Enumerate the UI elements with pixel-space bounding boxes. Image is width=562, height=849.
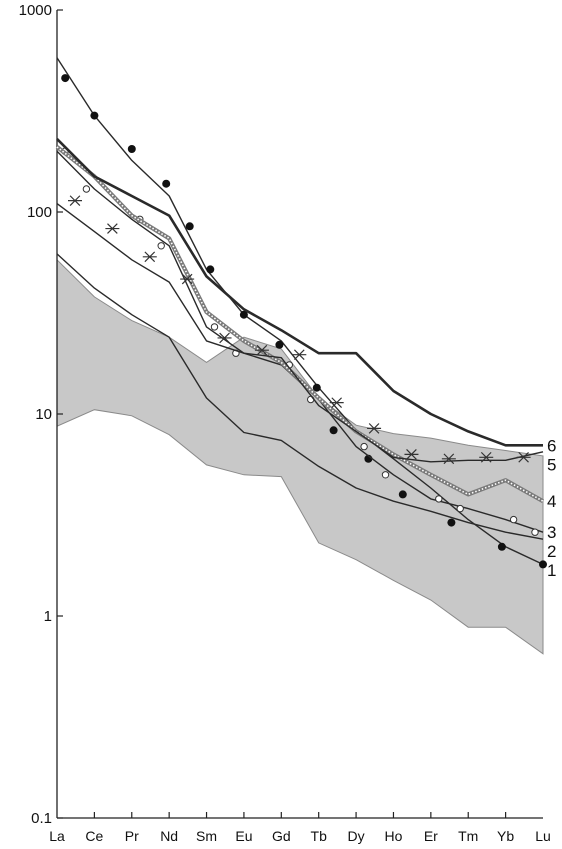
- series-1: [56, 57, 547, 569]
- series-line: [56, 57, 544, 566]
- series-label: 4: [547, 492, 556, 511]
- data-point: [68, 195, 82, 206]
- data-point: [329, 397, 344, 408]
- x-ticks: La Ce Pr Nd Sm Eu Gd Tb Dy Ho Er Tm Yb Lu: [49, 812, 551, 844]
- data-point: [381, 471, 390, 479]
- data-point: [105, 223, 120, 234]
- x-tick-label: Lu: [535, 828, 551, 844]
- x-tick-label: Gd: [272, 828, 291, 844]
- x-tick-label: La: [49, 828, 65, 844]
- series-5: [56, 195, 544, 465]
- data-point: [180, 273, 195, 285]
- x-tick-label: Pr: [125, 828, 139, 844]
- x-tick-label: Sm: [196, 828, 217, 844]
- data-point: [217, 332, 232, 344]
- data-point: [127, 145, 136, 153]
- series-line: [56, 137, 543, 447]
- data-point: [206, 265, 215, 274]
- data-point: [312, 383, 321, 392]
- data-point: [404, 449, 419, 460]
- series-2: [56, 253, 544, 540]
- data-point: [398, 490, 407, 499]
- data-point: [441, 453, 456, 465]
- data-point: [142, 251, 157, 263]
- series-lines: [55, 57, 547, 569]
- data-point: [539, 560, 547, 569]
- series-4: [55, 145, 545, 504]
- data-point: [275, 340, 284, 349]
- data-point: [210, 323, 219, 331]
- series-line-texture: [56, 146, 544, 502]
- data-point: [157, 242, 165, 250]
- x-tick-label: Er: [424, 828, 438, 844]
- y-ticks: 0.1 1 10 100 1000: [19, 2, 63, 827]
- data-point: [162, 179, 171, 188]
- series-label: 3: [547, 523, 556, 542]
- x-tick-label: Yb: [497, 828, 514, 844]
- series-line: [56, 253, 544, 540]
- data-point: [61, 74, 70, 83]
- series-label: 6: [547, 436, 556, 455]
- x-tick-label: Nd: [160, 828, 178, 844]
- range-band-area: [56, 258, 544, 655]
- data-point: [497, 542, 506, 551]
- series-label: 1: [547, 561, 556, 580]
- x-tick-label: Dy: [348, 828, 365, 844]
- data-point: [82, 185, 91, 193]
- y-tick-label: 1000: [19, 2, 52, 19]
- x-tick-label: Tm: [458, 828, 478, 844]
- y-tick-label: 10: [35, 406, 52, 423]
- series-labels: 65 4 321: [547, 436, 556, 580]
- series-6: [56, 137, 543, 447]
- data-point: [447, 518, 456, 527]
- data-point: [360, 442, 368, 451]
- x-tick-label: Eu: [235, 828, 252, 844]
- data-point: [90, 111, 99, 120]
- range-band: [56, 258, 544, 655]
- data-point: [185, 222, 194, 231]
- data-point: [367, 423, 382, 434]
- x-tick-label: Ce: [85, 828, 103, 844]
- data-point: [531, 528, 539, 536]
- data-point: [239, 310, 248, 319]
- data-point: [329, 426, 338, 435]
- y-tick-label: 0.1: [31, 810, 52, 827]
- data-point: [509, 515, 518, 524]
- series-line: [56, 203, 544, 463]
- series-label: 5: [547, 455, 556, 474]
- data-point: [456, 504, 464, 513]
- data-point: [516, 451, 531, 463]
- data-point: [292, 349, 307, 361]
- series-label: 2: [547, 542, 556, 561]
- x-tick-label: Tb: [311, 828, 328, 844]
- y-tick-label: 1: [44, 608, 52, 625]
- y-tick-label: 100: [27, 204, 52, 221]
- data-point: [254, 344, 269, 356]
- data-point: [479, 451, 494, 463]
- data-point: [435, 495, 443, 503]
- x-tick-label: Ho: [385, 828, 403, 844]
